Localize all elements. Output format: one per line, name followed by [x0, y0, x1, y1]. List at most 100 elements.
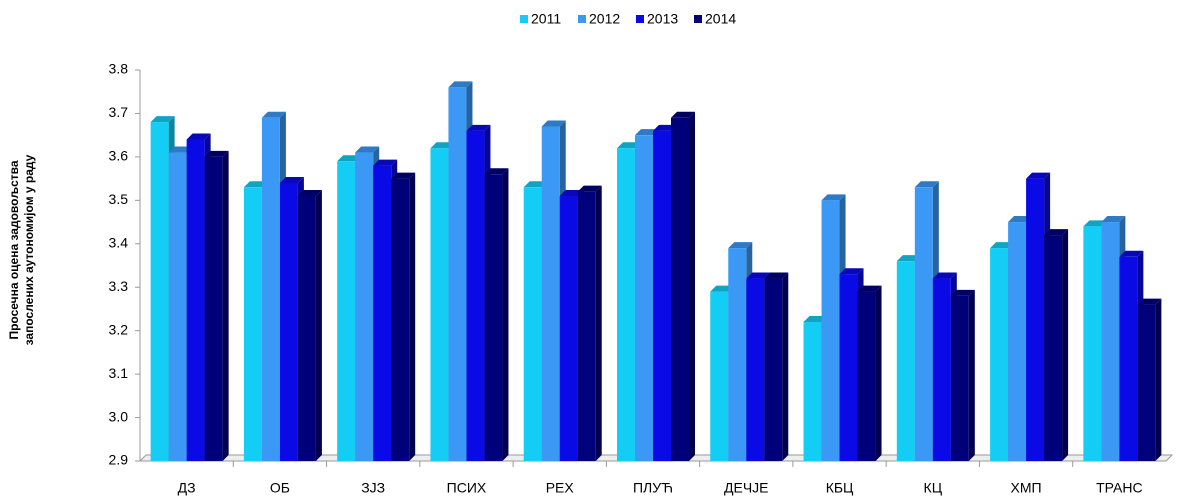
y-tick-label: 3.3 [109, 278, 129, 294]
x-tick-label: ОБ [270, 480, 290, 496]
bar-top [821, 194, 846, 201]
bar [764, 278, 783, 461]
bar [896, 261, 915, 461]
bar-top [914, 181, 939, 188]
y-tick-label: 3.0 [109, 408, 129, 424]
bar [653, 130, 671, 462]
bar-top [1137, 298, 1162, 305]
bar [297, 195, 316, 461]
y-tick-label: 3.8 [109, 61, 129, 77]
bar [932, 278, 951, 461]
bar-side [782, 272, 789, 461]
legend-label: 2011 [531, 11, 561, 27]
legend-swatch [578, 15, 586, 23]
bar-side [875, 285, 882, 461]
bar-top [373, 159, 398, 166]
bar [541, 126, 560, 461]
y-axis-label: Просечна оцена задовољства запослених ау… [7, 154, 36, 346]
bar-side [595, 185, 602, 461]
y-tick-label: 2.9 [109, 452, 129, 468]
bar-top [355, 146, 380, 153]
bar-top [577, 185, 602, 192]
bar-top [391, 172, 416, 179]
x-tick-label: РЕХ [546, 480, 575, 496]
bar-top [186, 133, 211, 140]
bar-side [409, 172, 416, 461]
bar [279, 182, 298, 461]
bar-top [671, 111, 695, 118]
x-tick-label: ЗЈЗ [361, 480, 385, 496]
x-tick-label: ТРАНС [1096, 480, 1143, 496]
bar-top [204, 150, 229, 157]
bar [1044, 235, 1063, 461]
bar [746, 278, 765, 461]
bar-top [950, 289, 975, 296]
bar-top [746, 272, 771, 279]
bar-top [764, 272, 789, 279]
bar-side [1062, 229, 1069, 461]
x-tick-label: ПЛУЋ [633, 480, 673, 496]
bar [204, 156, 223, 461]
bar-top [1101, 216, 1126, 223]
bar [577, 191, 596, 461]
bar [671, 117, 689, 462]
bar [261, 117, 280, 462]
bar-top [1044, 229, 1069, 236]
x-tick-label: ДЕЧЈЕ [724, 480, 769, 496]
x-tick-label: КБЦ [826, 480, 854, 496]
bar [1008, 222, 1027, 461]
bar-top [839, 268, 864, 275]
bar [337, 161, 356, 461]
y-tick-label: 3.4 [109, 234, 129, 250]
bar [466, 130, 485, 462]
bar [821, 200, 840, 462]
bar [710, 291, 729, 461]
bar [243, 187, 262, 462]
y-tick-label: 3.6 [109, 148, 129, 164]
bar [391, 178, 410, 461]
bar-top [1026, 172, 1051, 179]
legend-swatch [636, 15, 644, 23]
bar [990, 248, 1009, 461]
legend-label: 2012 [589, 11, 620, 27]
bar [1026, 178, 1045, 461]
bar-side [689, 111, 695, 462]
bar [559, 195, 578, 461]
bar [150, 122, 169, 461]
bar [803, 321, 822, 461]
bar [950, 295, 969, 461]
bar [523, 187, 542, 462]
bar-side [315, 189, 322, 461]
y-tick-label: 3.1 [109, 365, 129, 381]
x-tick-label: ХМП [1011, 480, 1042, 496]
bar-side [502, 168, 509, 461]
bar [168, 152, 187, 462]
bar-top [261, 111, 286, 118]
legend-swatch [694, 15, 702, 23]
bar [1083, 226, 1102, 461]
bar-side [1155, 298, 1162, 461]
bar [373, 165, 392, 462]
bar-side [968, 289, 975, 461]
legend-label: 2013 [647, 11, 678, 27]
bar [728, 248, 747, 461]
x-tick-label: ДЗ [178, 480, 196, 496]
bar-top [541, 120, 566, 127]
bar-top [728, 242, 753, 249]
bar [617, 148, 635, 461]
bar-top [150, 116, 175, 123]
bar-top [932, 272, 957, 279]
y-tick-label: 3.7 [109, 104, 129, 120]
legend-swatch [520, 15, 528, 23]
bar-top [279, 176, 304, 183]
bar-top [466, 124, 491, 131]
bar [914, 187, 933, 462]
bar [448, 87, 467, 461]
bar-side [222, 150, 229, 461]
x-tick-label: ПСИХ [447, 480, 487, 496]
legend-label: 2014 [705, 11, 736, 27]
bar-top [448, 81, 473, 88]
bar [1101, 222, 1120, 461]
bar-top [484, 168, 509, 175]
